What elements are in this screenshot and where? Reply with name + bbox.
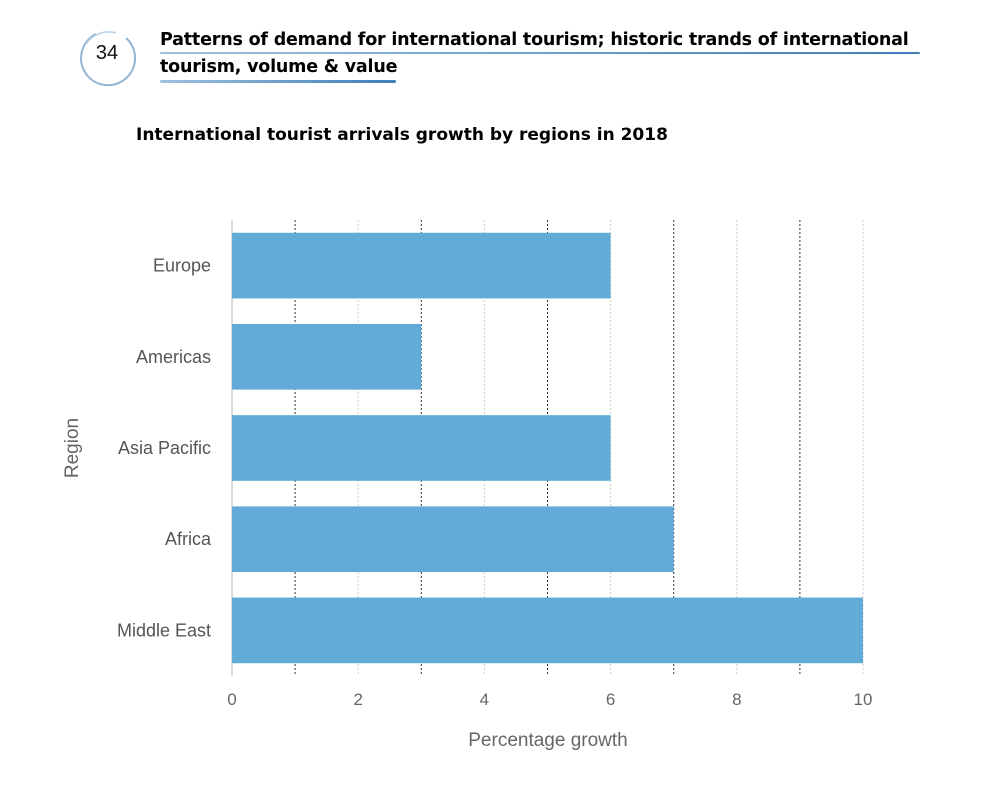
- chapter-badge-ring: [80, 31, 137, 87]
- bar: [232, 506, 674, 573]
- bar: [232, 415, 611, 481]
- page-heading: Patterns of demand for international tou…: [160, 27, 909, 81]
- x-tick-label: 10: [854, 690, 873, 709]
- y-tick-label: Middle East: [117, 620, 211, 640]
- heading-underline-1: [160, 52, 920, 54]
- y-tick-label: Europe: [153, 256, 211, 276]
- y-axis-label: Region: [62, 418, 83, 478]
- y-tick-label: Asia Pacific: [118, 438, 211, 458]
- chart-title: International tourist arrivals growth by…: [136, 125, 668, 145]
- y-tick-label: Africa: [165, 529, 212, 549]
- bar: [232, 323, 422, 390]
- y-tick-label: Americas: [136, 347, 211, 367]
- heading-underline-2: [160, 80, 396, 83]
- bar: [232, 597, 863, 664]
- x-axis-label: Percentage growth: [468, 730, 628, 751]
- x-tick-label: 8: [732, 690, 741, 709]
- x-tick-label: 4: [480, 690, 489, 709]
- x-tick-label: 0: [227, 690, 236, 709]
- x-tick-label: 6: [606, 690, 615, 709]
- heading-line-1: Patterns of demand for international tou…: [160, 30, 909, 50]
- x-tick-label: 2: [353, 690, 362, 709]
- heading-line-2: tourism, volume & value: [160, 57, 398, 77]
- bar: [232, 232, 611, 299]
- chapter-number: 34: [95, 42, 119, 64]
